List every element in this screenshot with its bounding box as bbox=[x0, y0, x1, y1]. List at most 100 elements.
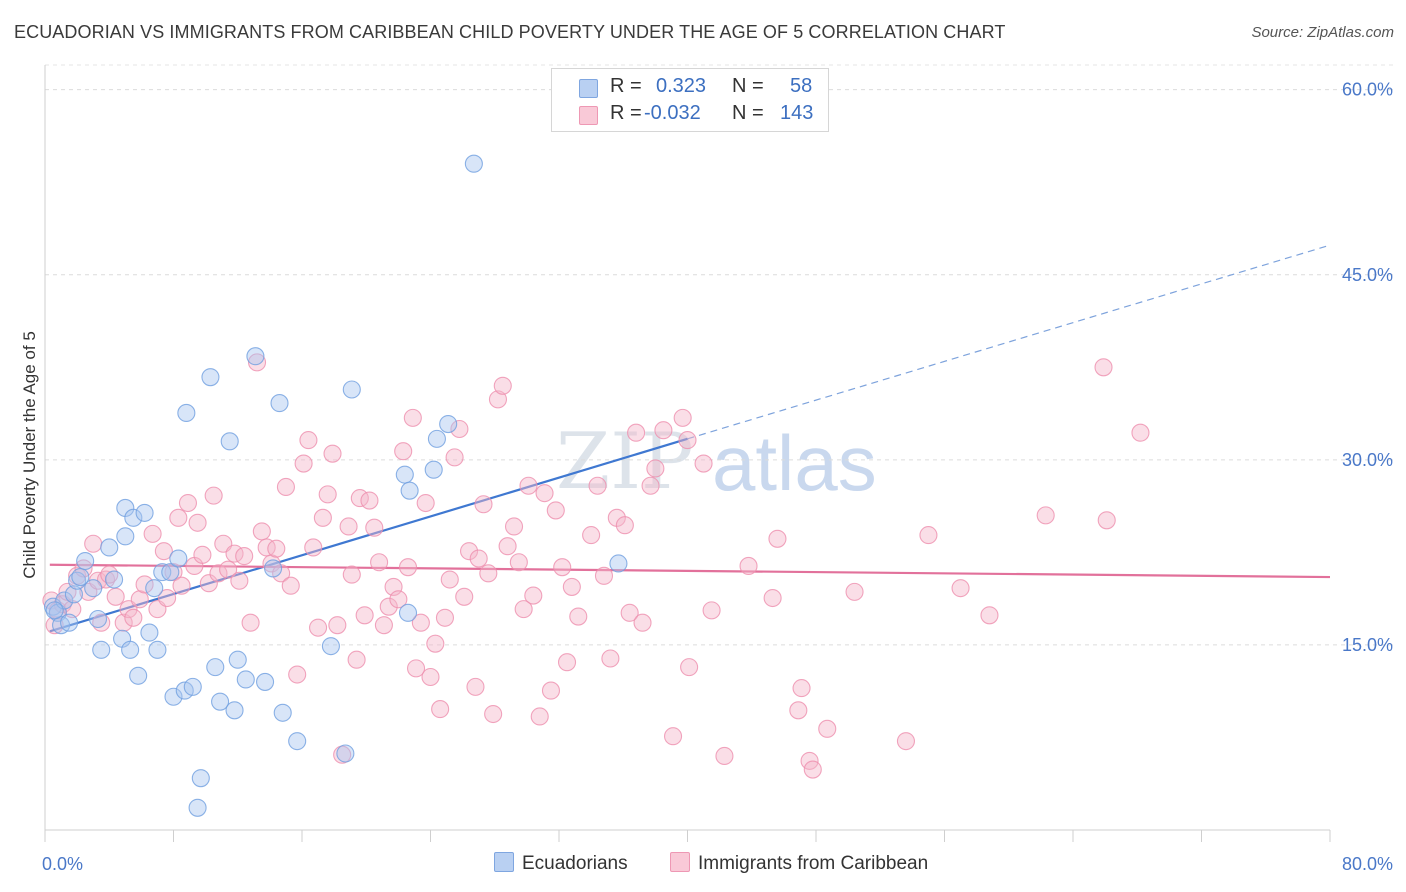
point-caribbean bbox=[450, 419, 469, 439]
point-caribbean bbox=[615, 516, 634, 535]
legend-r-value: -0.032 bbox=[644, 102, 701, 124]
point-caribbean bbox=[219, 560, 238, 579]
point-caribbean bbox=[479, 564, 498, 583]
point-caribbean bbox=[370, 553, 389, 572]
point-caribbean bbox=[158, 588, 177, 608]
point-ecuadorian bbox=[55, 591, 74, 610]
y-tick-label: 60.0% bbox=[1342, 80, 1393, 100]
bottom-legend-swatch-blue bbox=[494, 852, 514, 872]
legend-n-label: N = bbox=[732, 75, 764, 97]
trend-line-ecuadorians bbox=[49, 437, 688, 633]
point-ecuadorian bbox=[225, 701, 244, 720]
point-caribbean bbox=[845, 582, 864, 601]
point-caribbean bbox=[474, 495, 493, 514]
point-caribbean bbox=[445, 448, 464, 467]
point-caribbean bbox=[84, 534, 103, 553]
point-ecuadorian bbox=[161, 563, 180, 582]
point-caribbean bbox=[792, 679, 811, 698]
point-caribbean bbox=[431, 700, 450, 719]
point-caribbean bbox=[247, 353, 267, 372]
legend-swatch-pink bbox=[579, 106, 598, 125]
point-caribbean bbox=[124, 608, 143, 627]
bottom-legend-label: Ecuadorians bbox=[522, 853, 628, 874]
point-caribbean bbox=[143, 524, 162, 543]
point-ecuadorian bbox=[264, 559, 283, 578]
point-caribbean bbox=[294, 454, 313, 473]
point-caribbean bbox=[313, 508, 332, 527]
point-caribbean bbox=[546, 501, 565, 520]
point-caribbean bbox=[896, 732, 916, 751]
y-tick-label: 15.0% bbox=[1342, 635, 1393, 655]
legend-swatch-blue bbox=[579, 79, 598, 98]
legend-r-value: 0.323 bbox=[656, 75, 707, 97]
point-caribbean bbox=[230, 571, 249, 590]
point-ecuadorian bbox=[395, 465, 414, 484]
bottom-legend-label: Immigrants from Caribbean bbox=[698, 853, 929, 874]
y-tick-label: 30.0% bbox=[1342, 450, 1393, 470]
point-caribbean bbox=[1036, 506, 1055, 525]
point-caribbean bbox=[680, 658, 699, 677]
point-ecuadorian bbox=[129, 666, 148, 685]
point-caribbean bbox=[768, 529, 787, 548]
point-caribbean bbox=[365, 518, 384, 537]
y-axis-label: Child Poverty Under the Age of 5 bbox=[20, 331, 39, 579]
point-caribbean bbox=[919, 526, 938, 545]
point-caribbean bbox=[178, 493, 198, 513]
point-ecuadorian bbox=[321, 637, 340, 656]
point-ecuadorian bbox=[169, 549, 188, 568]
point-caribbean bbox=[466, 677, 485, 696]
trend-line-ecuadorians-projection bbox=[687, 244, 1331, 440]
point-ecuadorian bbox=[236, 670, 255, 689]
point-caribbean bbox=[1097, 511, 1116, 530]
point-caribbean bbox=[530, 707, 549, 726]
point-caribbean bbox=[694, 454, 713, 473]
point-caribbean bbox=[323, 444, 342, 463]
point-ecuadorian bbox=[609, 554, 628, 573]
point-caribbean bbox=[403, 408, 422, 427]
legend-r-label: R = bbox=[610, 102, 642, 124]
point-caribbean bbox=[267, 539, 286, 558]
point-caribbean bbox=[519, 476, 538, 495]
point-caribbean bbox=[169, 508, 188, 527]
point-ecuadorian bbox=[424, 460, 443, 479]
point-caribbean bbox=[678, 431, 697, 450]
legend-n-value: 58 bbox=[790, 75, 813, 97]
point-caribbean bbox=[504, 517, 524, 536]
point-caribbean bbox=[209, 564, 228, 583]
point-caribbean bbox=[135, 575, 154, 594]
point-ecuadorian bbox=[220, 432, 239, 451]
chart-title: ECUADORIAN VS IMMIGRANTS FROM CARIBBEAN … bbox=[14, 22, 1006, 42]
data-points bbox=[42, 154, 1150, 817]
point-caribbean bbox=[416, 493, 435, 513]
point-ecuadorian bbox=[201, 368, 220, 387]
point-caribbean bbox=[524, 586, 543, 605]
point-caribbean bbox=[484, 704, 503, 724]
point-ecuadorian bbox=[256, 672, 275, 691]
x-tick-label: 80.0% bbox=[1342, 854, 1393, 874]
source-label: Source: ZipAtlas.com bbox=[1251, 24, 1394, 41]
axes bbox=[44, 65, 1331, 842]
point-caribbean bbox=[328, 616, 347, 635]
point-caribbean bbox=[601, 649, 620, 668]
point-caribbean bbox=[980, 606, 999, 625]
point-caribbean bbox=[114, 613, 133, 632]
point-caribbean bbox=[493, 376, 512, 395]
point-caribbean bbox=[469, 549, 488, 568]
point-caribbean bbox=[641, 476, 660, 495]
legend: R = 0.323 N = 58 R = -0.032 N = 143 bbox=[551, 68, 829, 132]
point-caribbean bbox=[455, 587, 474, 606]
point-ecuadorian bbox=[183, 677, 202, 696]
point-ecuadorian bbox=[273, 703, 292, 722]
point-caribbean bbox=[355, 606, 374, 625]
point-caribbean bbox=[646, 459, 665, 478]
point-caribbean bbox=[588, 476, 607, 495]
watermark-zip: ZIP bbox=[556, 417, 694, 507]
point-caribbean bbox=[411, 613, 430, 632]
point-ecuadorian bbox=[60, 613, 79, 632]
point-caribbean bbox=[553, 558, 572, 577]
point-caribbean bbox=[715, 746, 734, 766]
point-caribbean bbox=[421, 667, 440, 687]
point-ecuadorian bbox=[135, 503, 154, 522]
point-caribbean bbox=[199, 574, 218, 593]
